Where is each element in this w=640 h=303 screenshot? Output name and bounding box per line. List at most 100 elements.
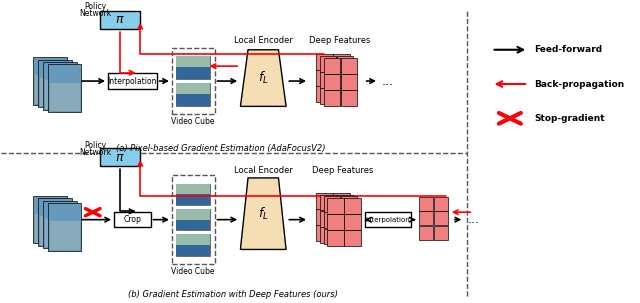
Bar — [176, 194, 211, 205]
Bar — [419, 197, 433, 211]
Bar — [176, 220, 211, 230]
Bar — [333, 86, 349, 102]
Bar — [172, 175, 214, 264]
Bar — [333, 70, 349, 86]
Bar — [340, 74, 357, 90]
Text: Crop: Crop — [124, 215, 141, 224]
Bar — [48, 203, 81, 251]
Polygon shape — [241, 178, 286, 249]
Bar — [333, 54, 349, 70]
Bar — [333, 225, 349, 241]
Bar — [337, 211, 353, 227]
Polygon shape — [241, 50, 286, 106]
Bar — [419, 211, 433, 225]
Bar — [320, 211, 337, 227]
Bar — [316, 86, 333, 102]
Bar — [365, 212, 411, 227]
Text: Local Encoder: Local Encoder — [234, 36, 292, 45]
Bar — [316, 225, 333, 241]
Bar — [35, 75, 65, 104]
Text: Video Cube: Video Cube — [172, 267, 215, 276]
Bar — [38, 60, 72, 107]
Bar — [38, 198, 72, 246]
Text: $f_L$: $f_L$ — [258, 70, 269, 86]
Bar — [320, 56, 337, 72]
Bar — [337, 227, 353, 243]
Bar — [434, 197, 449, 211]
Bar — [324, 196, 340, 212]
Bar — [344, 230, 361, 246]
Bar — [344, 198, 361, 214]
Bar — [320, 195, 337, 210]
Bar — [176, 83, 211, 94]
Text: Policy: Policy — [84, 141, 107, 150]
Bar — [176, 209, 211, 230]
Text: $f_L$: $f_L$ — [258, 206, 269, 222]
Bar — [320, 88, 337, 104]
Bar — [337, 56, 353, 72]
Bar — [327, 198, 344, 214]
Bar — [35, 214, 65, 243]
Bar — [324, 58, 340, 74]
Text: Stop-gradient: Stop-gradient — [534, 114, 605, 123]
Bar — [176, 83, 211, 106]
Text: Deep Features: Deep Features — [308, 36, 370, 45]
Bar — [320, 72, 337, 88]
Bar — [45, 219, 75, 247]
Bar — [344, 214, 361, 230]
Bar — [33, 196, 67, 244]
Text: Feed-forward: Feed-forward — [534, 45, 602, 54]
Text: ...: ... — [467, 213, 479, 226]
Bar — [324, 228, 340, 245]
Text: Interpolation: Interpolation — [108, 77, 157, 85]
Bar — [316, 209, 333, 225]
Bar — [176, 184, 211, 194]
Bar — [176, 234, 211, 256]
Bar — [45, 80, 75, 109]
Bar — [337, 88, 353, 104]
Bar — [340, 212, 357, 228]
Bar — [114, 212, 150, 227]
Bar — [50, 221, 79, 250]
Bar — [337, 195, 353, 210]
Bar — [100, 11, 140, 29]
Bar — [316, 70, 333, 86]
Text: ...: ... — [382, 75, 394, 88]
Bar — [176, 245, 211, 256]
Bar — [337, 72, 353, 88]
Bar — [176, 56, 211, 67]
Bar — [176, 67, 211, 79]
Bar — [176, 94, 211, 106]
Bar — [100, 148, 140, 166]
Bar — [333, 209, 349, 225]
Text: Back-propagation: Back-propagation — [534, 79, 625, 88]
Bar — [176, 234, 211, 245]
Bar — [172, 48, 214, 114]
Bar — [324, 90, 340, 106]
Bar — [176, 184, 211, 205]
Text: Network: Network — [80, 148, 112, 157]
Text: (a) Pixel-based Gradient Estimation (AdaFocusV2): (a) Pixel-based Gradient Estimation (Ada… — [116, 144, 325, 153]
Bar — [327, 214, 344, 230]
Bar — [108, 73, 157, 89]
Bar — [43, 201, 77, 248]
Text: Policy: Policy — [84, 2, 107, 11]
Bar — [316, 54, 333, 70]
Bar — [340, 90, 357, 106]
Bar — [40, 216, 70, 245]
Bar — [50, 82, 79, 111]
Bar — [340, 228, 357, 245]
Text: Network: Network — [80, 9, 112, 18]
Bar — [340, 196, 357, 212]
Bar — [419, 226, 433, 240]
Text: $\pi$: $\pi$ — [115, 13, 125, 26]
Bar — [48, 64, 81, 112]
Bar — [176, 209, 211, 220]
Text: (b) Gradient Estimation with Deep Features (ours): (b) Gradient Estimation with Deep Featur… — [128, 290, 338, 299]
Bar — [327, 230, 344, 246]
Text: Local Encoder: Local Encoder — [234, 166, 292, 175]
Text: Deep Features: Deep Features — [312, 166, 373, 175]
Bar — [333, 193, 349, 209]
Bar — [176, 56, 211, 79]
Bar — [40, 78, 70, 106]
